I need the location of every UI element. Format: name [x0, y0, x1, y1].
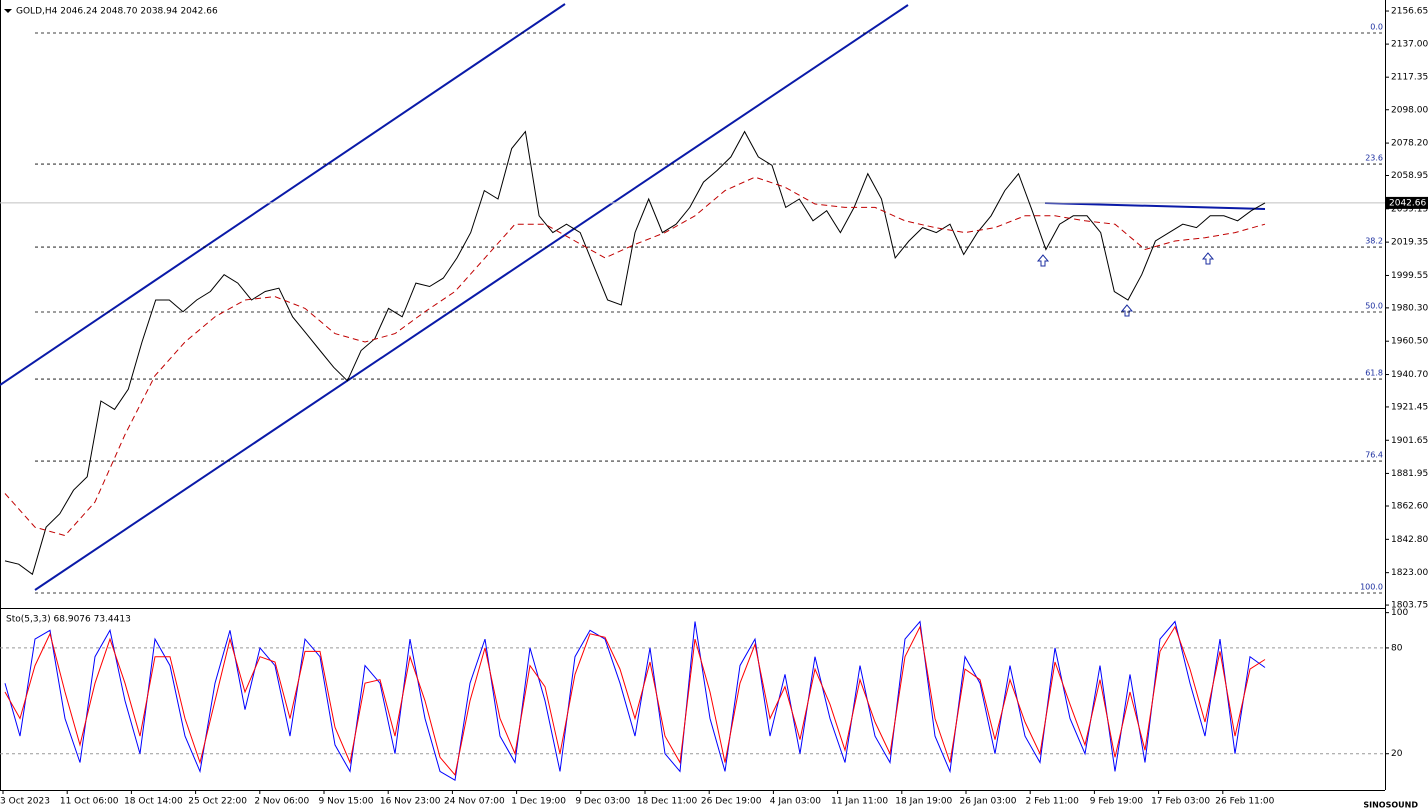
- y-tick-label: 1901.65: [1391, 436, 1428, 446]
- series-line: [4, 620, 1266, 782]
- menu-triangle: [4, 9, 12, 13]
- watermark: SINOSOUND: [1363, 801, 1418, 810]
- y-tick-label: 2078.20: [1391, 139, 1428, 149]
- y-tick-label: 1823.00: [1391, 568, 1428, 578]
- series-line: [4, 625, 1266, 777]
- fib-label: 38.2: [1365, 237, 1383, 246]
- fib-label: 100.0: [1360, 583, 1383, 592]
- y-tick-label: 1803.75: [1391, 601, 1428, 611]
- x-tick-label: 11 Oct 06:00: [60, 797, 119, 807]
- x-tick-label: 2 Nov 06:00: [254, 797, 309, 807]
- x-tick-label: 18 Dec 11:00: [637, 797, 698, 807]
- y-tick-label: 20: [1391, 749, 1403, 759]
- y-tick-label: 1940.70: [1391, 370, 1428, 380]
- x-tick-label: 11 Jan 11:00: [831, 797, 888, 807]
- series-line: [4, 176, 1266, 537]
- fib-label: 23.6: [1365, 154, 1383, 163]
- fib-label: 61.8: [1365, 369, 1383, 378]
- y-tick-label: 1960.50: [1391, 337, 1428, 347]
- x-tick-label: 26 Feb 11:00: [1215, 797, 1274, 807]
- y-tick-label: 1980.30: [1391, 303, 1428, 313]
- x-tick-label: 9 Feb 19:00: [1090, 797, 1144, 807]
- channel-upper: [0, 3, 566, 386]
- y-tick-label: 2058.95: [1391, 171, 1428, 181]
- y-tick-label: 100: [1391, 608, 1408, 618]
- y-tick-label: 2137.00: [1391, 40, 1428, 50]
- x-tick-label: 26 Dec 19:00: [701, 797, 762, 807]
- fib-label: 50.0: [1365, 302, 1383, 311]
- y-tick-label: 1842.80: [1391, 535, 1428, 545]
- x-tick-label: 9 Dec 03:00: [575, 797, 630, 807]
- x-tick-label: 3 Oct 2023: [0, 797, 50, 807]
- x-tick-label: 1 Dec 19:00: [511, 797, 566, 807]
- x-tick-label: 26 Jan 03:00: [960, 797, 1017, 807]
- x-tick-label: 4 Jan 03:00: [770, 797, 822, 807]
- indicator-title: Sto(5,3,3) 68.9076 73.4413: [6, 615, 131, 625]
- y-tick-label: 1881.95: [1391, 469, 1428, 479]
- x-tick-label: 2 Feb 11:00: [1026, 797, 1080, 807]
- y-tick-label: 2019.35: [1391, 238, 1428, 248]
- y-tick-label: 2039.15: [1391, 204, 1428, 214]
- y-tick-label: 1999.55: [1391, 271, 1428, 281]
- x-tick-label: 9 Nov 15:00: [319, 797, 374, 807]
- x-tick-label: 25 Oct 22:00: [188, 797, 247, 807]
- x-tick-label: 18 Jan 19:00: [895, 797, 952, 807]
- x-tick-label: 24 Nov 07:00: [444, 797, 505, 807]
- x-tick-label: 17 Feb 03:00: [1151, 797, 1210, 807]
- fib-label: 0.0: [1370, 23, 1383, 32]
- arrow-markers: [1036, 252, 1215, 317]
- y-tick-label: 2098.00: [1391, 105, 1428, 115]
- y-tick-label: 2117.35: [1391, 73, 1428, 83]
- y-tick-label: 1921.45: [1391, 402, 1428, 412]
- y-tick-label: 1862.60: [1391, 502, 1428, 512]
- y-tick-label: 80: [1391, 643, 1403, 653]
- x-tick-label: 18 Oct 14:00: [124, 797, 183, 807]
- fib-label: 76.4: [1365, 451, 1383, 460]
- x-tick-label: 16 Nov 23:00: [380, 797, 441, 807]
- current-price-box: [1386, 196, 1428, 209]
- channel-lower: [34, 4, 909, 591]
- neckline: [1044, 202, 1266, 210]
- y-tick-label: 2156.65: [1391, 7, 1428, 17]
- current-price-label: 2042.66: [1389, 198, 1426, 208]
- series-line: [4, 130, 1266, 576]
- chart-title: GOLD,H4 2046.24 2048.70 2038.94 2042.66: [16, 7, 218, 17]
